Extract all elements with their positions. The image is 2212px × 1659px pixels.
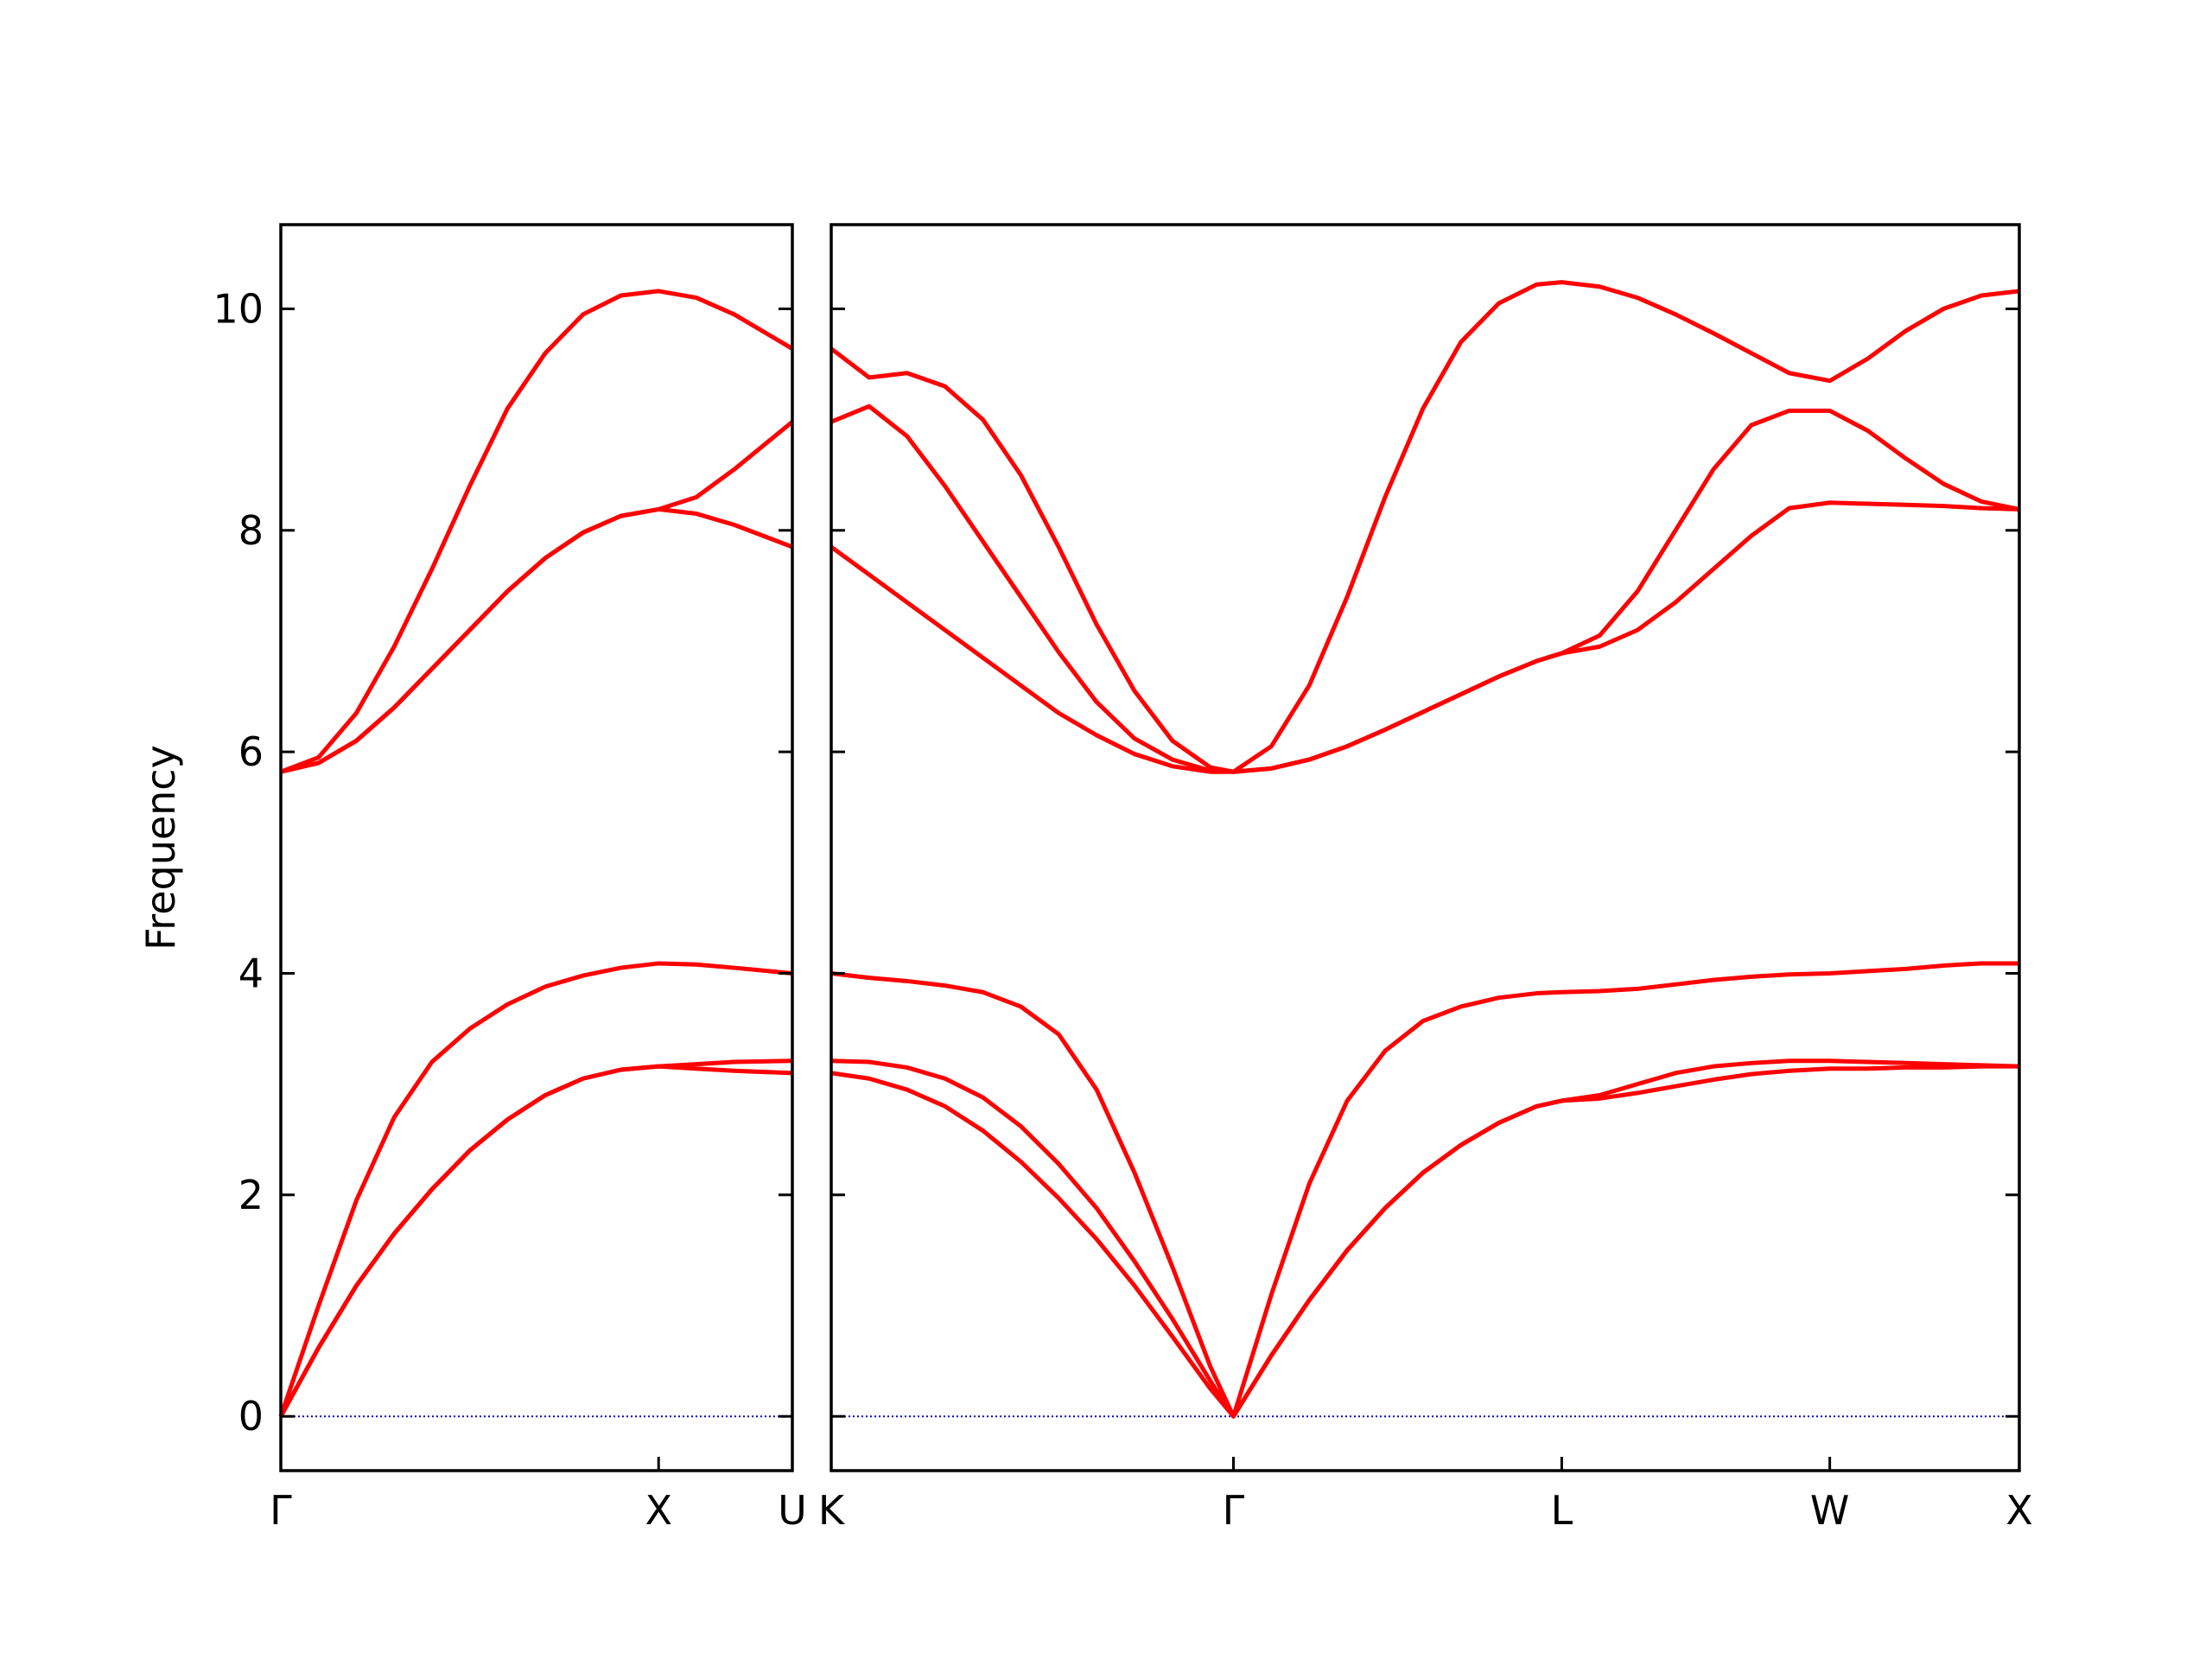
plot-frame: [279, 223, 794, 1472]
band-line: [280, 420, 794, 774]
band-line: [278, 1058, 793, 1418]
x-tick-label: L: [1551, 1487, 1573, 1534]
y-tick-label: 0: [238, 1393, 264, 1440]
y-axis-label: Frequency: [137, 745, 184, 950]
y-tick-label: 2: [238, 1172, 264, 1218]
band-line: [280, 506, 793, 774]
band-line: [830, 500, 2020, 774]
y-tick-label: 6: [238, 728, 264, 775]
x-tick-label: Γ: [270, 1487, 292, 1534]
x-tick-label: Γ: [1223, 1487, 1245, 1534]
x-tick-label: K: [818, 1487, 846, 1534]
x-tick-label: X: [645, 1487, 672, 1534]
band-line: [830, 961, 2019, 1419]
band-line: [280, 289, 794, 774]
band-line: [830, 280, 2020, 774]
x-tick-label: W: [1810, 1487, 1849, 1534]
x-tick-label: U: [778, 1487, 807, 1534]
band-line: [278, 961, 793, 1417]
y-tick-label: 4: [238, 950, 264, 996]
plot-frame: [830, 223, 2021, 1472]
band-line: [830, 404, 2020, 774]
band-line: [830, 1058, 2020, 1419]
y-tick-label: 10: [213, 285, 264, 332]
y-tick-label: 8: [238, 507, 264, 554]
x-tick-label: X: [2005, 1487, 2033, 1534]
band-line: [278, 1064, 793, 1418]
